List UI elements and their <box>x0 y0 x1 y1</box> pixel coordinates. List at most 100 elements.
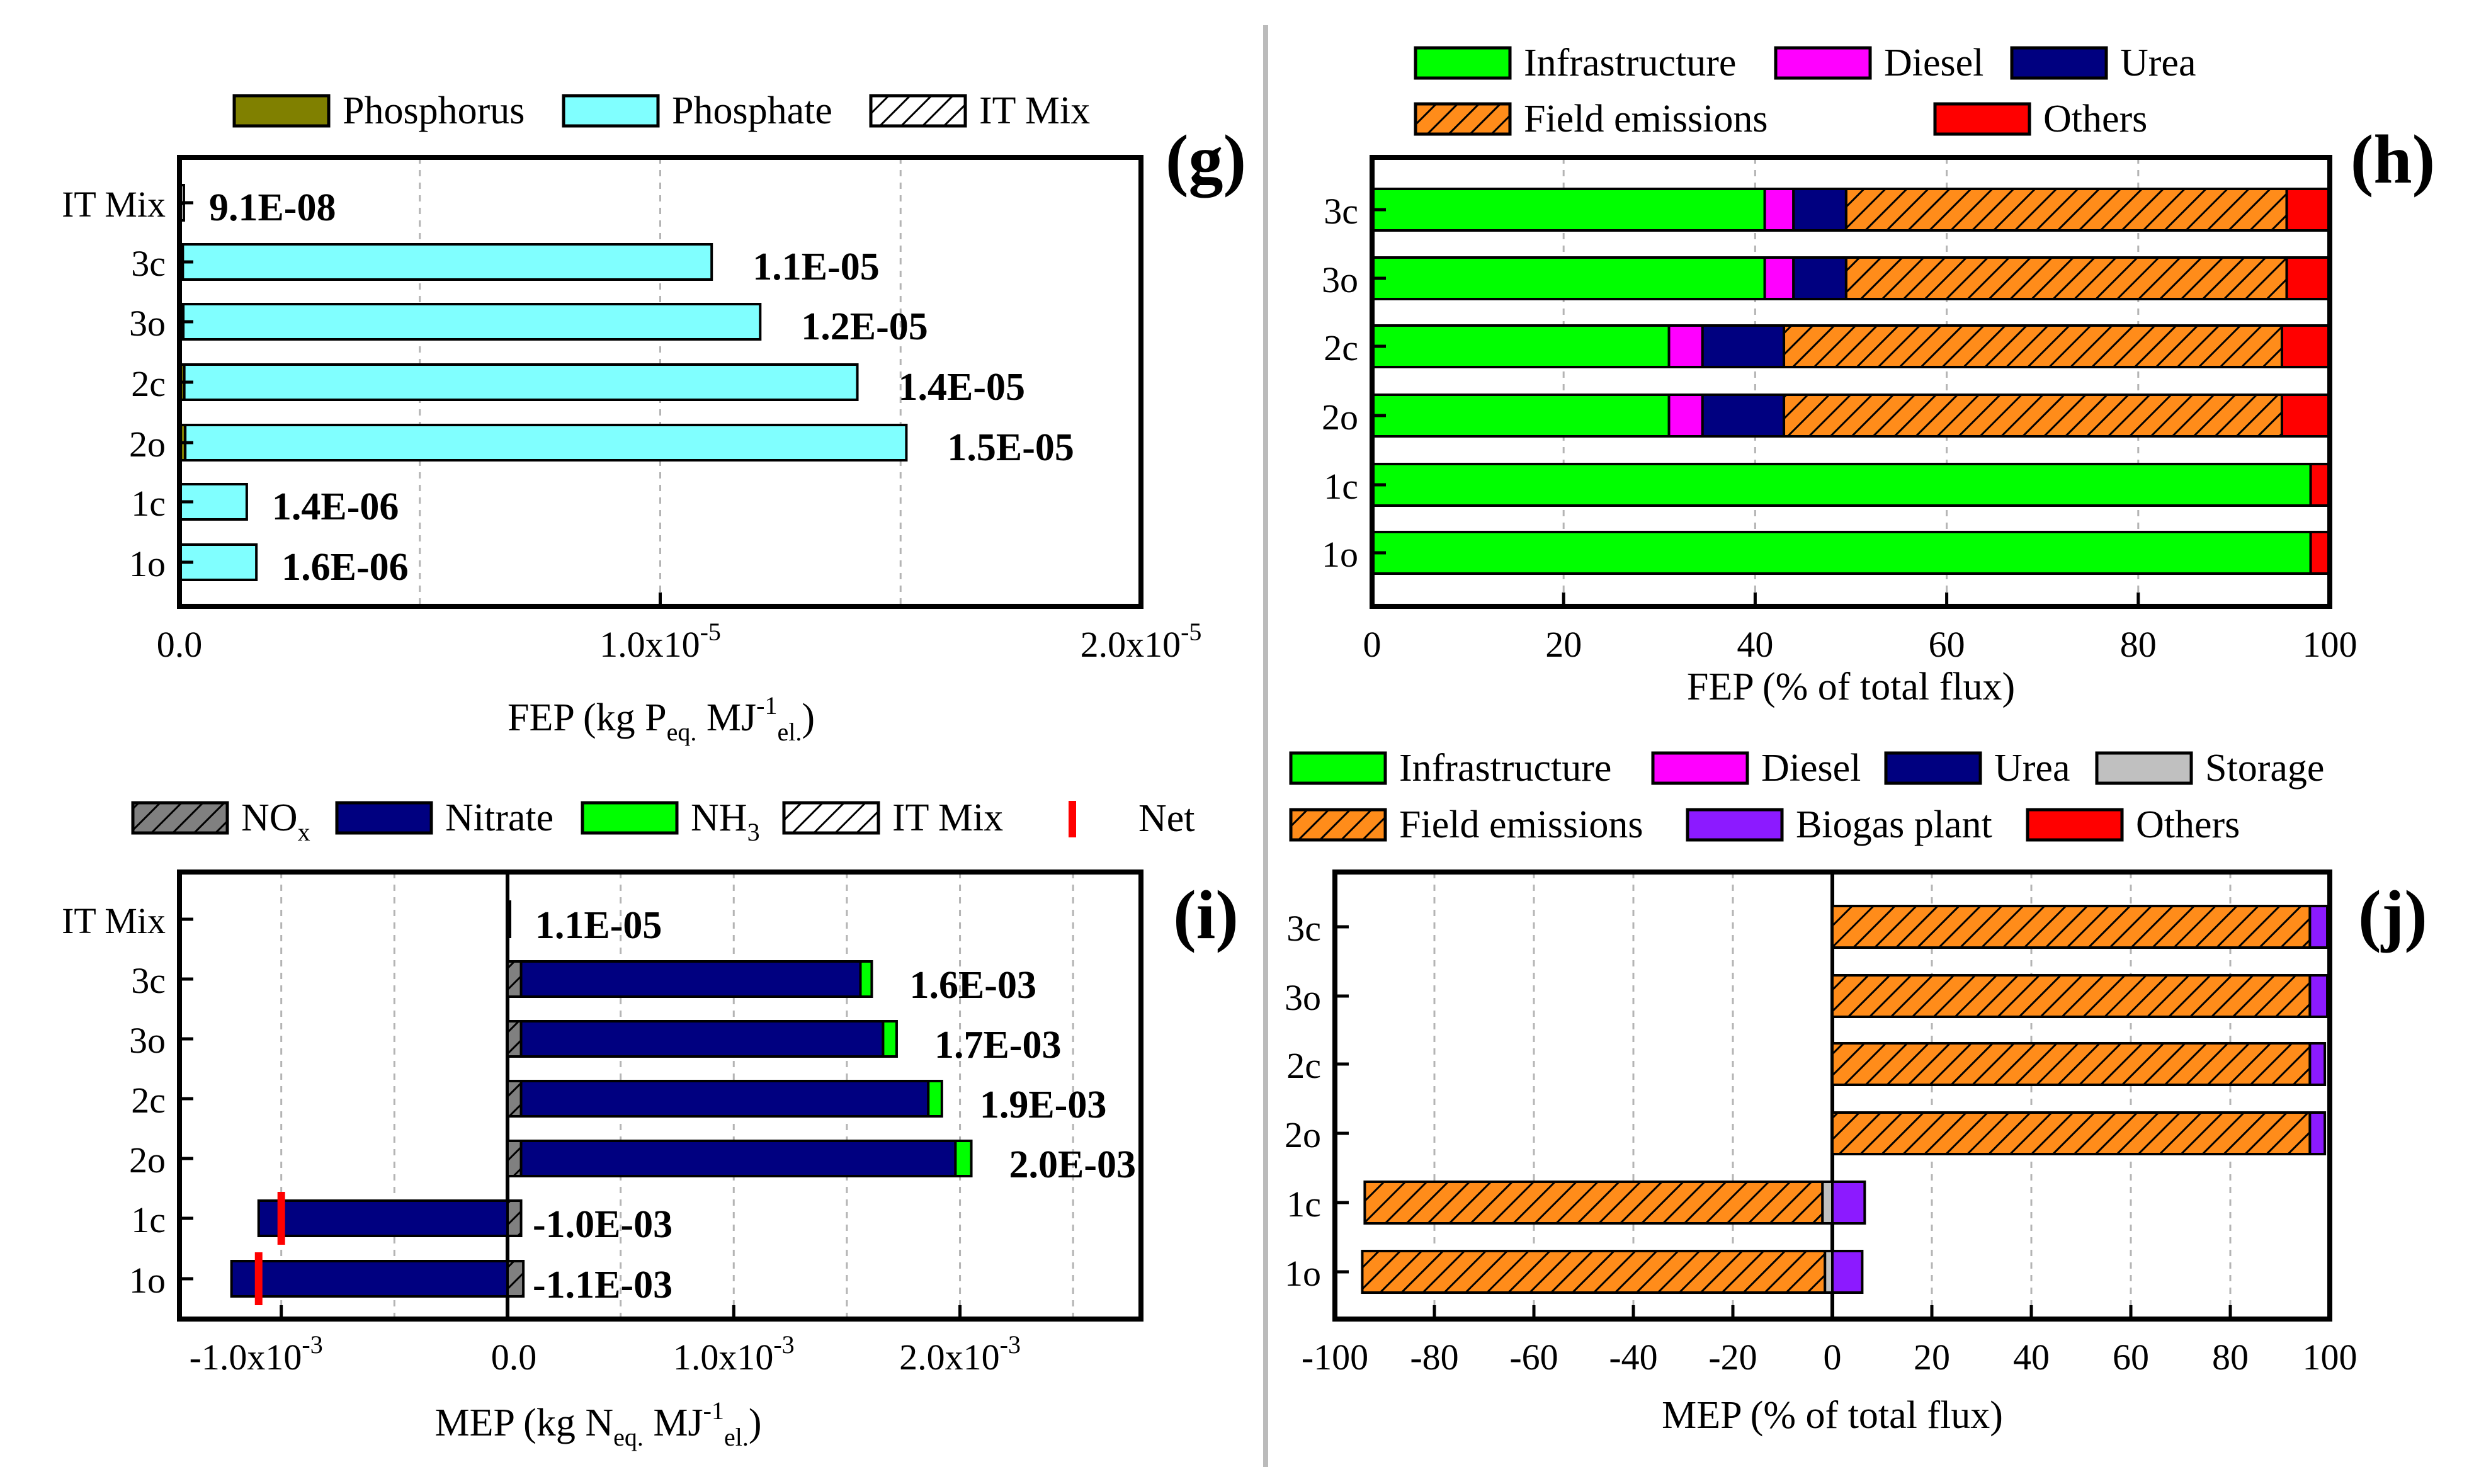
x-tick-label: 80 <box>2212 1337 2249 1378</box>
y-tick-label: 3c <box>131 243 166 284</box>
y-tick-label: 1c <box>131 1199 166 1240</box>
bar-segment-field-emissions <box>1361 1250 1827 1294</box>
y-tick-label: 1c <box>131 483 166 524</box>
bar-segment-diesel <box>1667 324 1704 368</box>
legend-swatch <box>1414 102 1512 136</box>
legend-label: NOx <box>241 796 310 846</box>
legend-label: Phosphate <box>672 89 832 132</box>
y-tick-label: 3o <box>129 1020 166 1061</box>
data-label: 1.6E-03 <box>909 964 1036 1007</box>
y-tick-label: 2o <box>129 424 166 465</box>
legend-swatch <box>335 801 433 835</box>
data-label: 1.5E-05 <box>947 426 1074 469</box>
x-tick-label: 80 <box>2120 624 2157 665</box>
bar-segment-field-emissions <box>1844 256 2288 300</box>
legend-label: Biogas plant <box>1796 803 1992 846</box>
legend-swatch <box>1289 751 1387 785</box>
legend-label: Urea <box>1994 747 2070 790</box>
bar-segment-field-emissions <box>1783 324 2283 368</box>
bar-segment-nitrate <box>519 1020 885 1058</box>
bar-segment-no <box>506 1020 523 1058</box>
y-tick-label: 1o <box>129 1260 166 1301</box>
x-tick-label: 1.0x10-3 <box>673 1330 795 1378</box>
bar-segment-no <box>506 1199 523 1237</box>
legend-swatch <box>782 801 880 835</box>
bar-segment-others <box>2280 324 2331 368</box>
plot-frame <box>1370 155 2332 609</box>
chart-panel-g: IT Mix 9.1E-08 3c 1.1E-05 3o 1.2E-05 2c 1.4E-05… <box>62 89 1246 746</box>
panel-letter: (i) <box>1173 876 1239 953</box>
y-tick-label: 3o <box>1285 977 1321 1018</box>
y-tick-label: 2o <box>1322 397 1358 438</box>
x-tick-label: -100 <box>1302 1337 1368 1378</box>
bar-segment-biogas-plant <box>2308 905 2329 949</box>
x-tick-label: -80 <box>1410 1337 1458 1378</box>
bar-segment-field-emissions <box>1831 1111 2312 1155</box>
bar-segment-others <box>2285 188 2331 232</box>
y-tick-label: 3c <box>131 960 166 1001</box>
y-tick-label: 3o <box>129 303 166 344</box>
data-label: 1.9E-03 <box>980 1084 1107 1126</box>
legend-swatch <box>1414 46 1512 80</box>
bar-segment-field-emissions <box>1831 1042 2312 1086</box>
y-tick-label: 2c <box>131 1080 166 1121</box>
data-label: 2.0E-03 <box>1009 1143 1137 1186</box>
legend-label: Others <box>2043 98 2147 140</box>
bar-segment-phosphate <box>181 243 713 281</box>
x-tick-label: 40 <box>1737 624 1773 665</box>
legend-label: Infrastructure <box>1399 747 1611 790</box>
plot-frame <box>177 869 1143 1322</box>
chart-panel-i: IT Mix 1.1E-05 3c 1.6E-03 3o 1.7E-03 2c 1.9E-03… <box>62 796 1239 1451</box>
x-tick-label: 2.0x10-3 <box>899 1330 1021 1378</box>
chart-panel-h: 3c 3o 2c 2o 1c 1o 0 20 40 60 80 100 FEP (% of total … <box>1322 42 2435 708</box>
x-axis-title: FEP (kg Peq. MJ-1el.) <box>508 691 815 746</box>
x-tick-label: -1.0x10-3 <box>190 1330 323 1378</box>
y-tick-label: 2o <box>129 1140 166 1181</box>
legend-swatch <box>2026 808 2124 842</box>
bar-segment-urea <box>1701 324 1786 368</box>
y-tick-label: 1o <box>1285 1253 1321 1294</box>
y-tick-label: 3c <box>1324 191 1358 232</box>
x-tick-label: -60 <box>1509 1337 1558 1378</box>
y-tick-label: 1o <box>1322 534 1358 575</box>
bar-segment-diesel <box>1763 188 1795 232</box>
bar-segment-no <box>506 1260 525 1298</box>
bar-segment-phosphate <box>182 303 762 341</box>
bar-segment-biogas-plant <box>2308 1111 2327 1155</box>
bar-segment-infrastructure <box>1371 394 1671 438</box>
bar-segment-phosphate <box>183 363 859 401</box>
x-tick-label: -20 <box>1708 1337 1757 1378</box>
x-tick-label: 2.0x10-5 <box>1081 618 1202 665</box>
bar-segment-nh <box>954 1140 973 1177</box>
data-label: 1.4E-05 <box>899 366 1026 409</box>
y-tick-label: 3c <box>1286 908 1321 949</box>
data-label: -1.1E-03 <box>533 1264 672 1306</box>
y-tick-label: 2c <box>1286 1045 1321 1086</box>
bar-segment-infrastructure <box>1371 531 2312 575</box>
x-tick-label: 1.0x10-5 <box>599 618 721 665</box>
y-tick-label: 1o <box>129 543 166 584</box>
bar-segment-others <box>2309 463 2332 507</box>
legend-swatch <box>1774 46 1872 80</box>
x-tick-label: 0.0 <box>491 1337 537 1378</box>
bar-segment-no <box>506 1140 523 1177</box>
legend-label: Urea <box>2120 42 2196 84</box>
bar-segment-field-emissions <box>1831 974 2312 1018</box>
legend-label: Diesel <box>1761 747 1861 790</box>
bar-segment-no <box>506 960 523 998</box>
bar-segment-others <box>2309 531 2332 575</box>
legend-label: Field emissions <box>1399 803 1643 846</box>
data-label: 1.1E-05 <box>535 904 662 947</box>
bar-segment-field-emissions <box>1783 394 2283 438</box>
bar-segment-infrastructure <box>1371 463 2312 507</box>
data-label: -1.0E-03 <box>533 1203 672 1246</box>
bar-segment-others <box>2280 394 2331 438</box>
x-tick-label: 20 <box>1545 624 1582 665</box>
legend-swatch <box>1289 808 1387 842</box>
legend-label: Others <box>2136 803 2240 846</box>
bar-segment-nh <box>882 1020 898 1058</box>
legend-label: Infrastructure <box>1524 42 1736 84</box>
bar-segment-biogas-plant <box>2308 1042 2327 1086</box>
legend-label: NH3 <box>691 796 760 846</box>
